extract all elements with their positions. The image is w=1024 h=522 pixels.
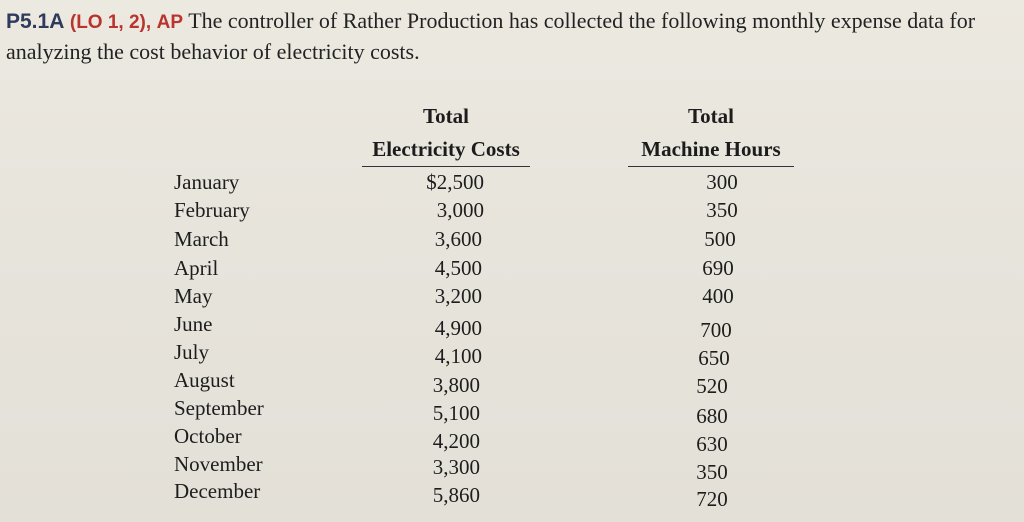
month-cell: July — [174, 340, 210, 364]
header-hours-line1: Total — [688, 104, 734, 128]
cost-cell: 3,000 — [436, 198, 484, 222]
cost-cell: 4,200 — [432, 429, 480, 453]
table-row: March 3,600 500 — [0, 225, 1024, 253]
cost-cell: 4,100 — [434, 344, 482, 368]
problem-id: P5.1A — [6, 10, 65, 33]
header-cost-line2: Electricity Costs — [362, 133, 530, 167]
header-machine-hours: Total Machine Hours — [628, 100, 794, 167]
hours-cell: 680 — [696, 404, 728, 428]
month-cell: January — [174, 170, 240, 194]
table-row: June 4,900 700 — [0, 310, 1024, 342]
hours-cell: 700 — [700, 318, 732, 342]
month-cell: June — [174, 312, 213, 336]
month-cell: December — [174, 479, 261, 503]
table-row: February 3,000 350 — [0, 196, 1024, 224]
cost-cell: $2,500 — [426, 170, 484, 194]
table-row: July 4,100 650 — [0, 338, 1024, 370]
hours-cell: 350 — [696, 460, 728, 484]
table-row: August 3,800 520 — [0, 366, 1024, 398]
hours-cell: 650 — [698, 346, 730, 370]
header-hours-line2: Machine Hours — [628, 133, 794, 167]
month-cell: October — [174, 424, 242, 448]
month-cell: September — [174, 396, 264, 420]
table-row: January $2,500 300 — [0, 168, 1024, 196]
header-electricity-costs: Total Electricity Costs — [362, 100, 530, 167]
hours-cell: 300 — [706, 170, 738, 194]
hours-cell: 350 — [706, 198, 738, 222]
month-cell: November — [174, 452, 263, 476]
cost-cell: 3,600 — [434, 227, 482, 251]
table-row: April 4,500 690 — [0, 254, 1024, 282]
table-row: October 4,200 630 — [0, 422, 1024, 456]
hours-cell: 520 — [696, 374, 728, 398]
learning-objectives: (LO 1, 2), — [69, 12, 152, 33]
hours-cell: 500 — [704, 227, 736, 251]
cost-cell: 5,860 — [432, 483, 480, 507]
problem-statement: P5.1A (LO 1, 2), AP The controller of Ra… — [6, 6, 1016, 66]
table-row: November 3,300 350 — [0, 450, 1024, 484]
month-cell: August — [174, 368, 235, 392]
table-row: May 3,200 400 — [0, 282, 1024, 310]
table-row: September 5,100 680 — [0, 394, 1024, 428]
month-cell: April — [174, 256, 219, 280]
cost-cell: 3,300 — [432, 455, 480, 479]
header-cost-line1: Total — [423, 104, 469, 128]
problem-text: The controller of Rather Production has … — [6, 8, 976, 64]
month-cell: May — [174, 284, 213, 308]
month-cell: February — [174, 198, 250, 222]
month-cell: March — [174, 227, 229, 251]
cost-cell: 5,100 — [432, 401, 480, 425]
hours-cell: 720 — [696, 487, 728, 511]
cost-cell: 4,500 — [434, 256, 482, 280]
cost-cell: 3,200 — [434, 284, 482, 308]
problem-type: AP — [156, 12, 184, 33]
hours-cell: 400 — [702, 284, 734, 308]
hours-cell: 630 — [696, 432, 728, 456]
table-row: December 5,860 720 — [0, 477, 1024, 511]
cost-cell: 3,800 — [432, 373, 480, 397]
hours-cell: 690 — [702, 256, 734, 280]
cost-cell: 4,900 — [434, 316, 482, 340]
